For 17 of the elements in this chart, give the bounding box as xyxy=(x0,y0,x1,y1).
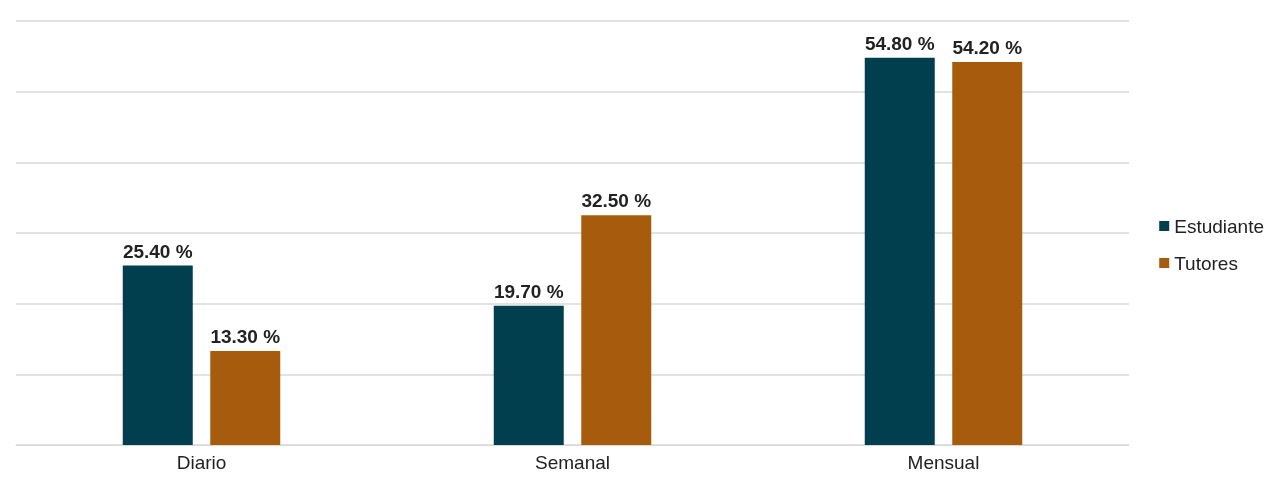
bar xyxy=(864,57,935,445)
data-label: 25.40 % xyxy=(122,240,193,262)
bar xyxy=(210,351,281,445)
x-tick-label: Mensual xyxy=(907,452,980,473)
data-label: 13.30 % xyxy=(210,326,281,348)
data-label: 54.80 % xyxy=(864,32,935,54)
bar xyxy=(122,265,193,445)
data-label: 19.70 % xyxy=(493,280,564,302)
data-label: 32.50 % xyxy=(581,190,652,212)
x-tick-label: Diario xyxy=(176,452,227,473)
legend-label: Estudiante xyxy=(1174,215,1265,237)
bar xyxy=(952,61,1023,445)
bar xyxy=(493,305,564,445)
data-label: 54.20 % xyxy=(952,36,1023,58)
legend-label: Tutores xyxy=(1174,252,1238,274)
bar xyxy=(581,215,652,445)
x-tick-label: Semanal xyxy=(535,452,610,473)
